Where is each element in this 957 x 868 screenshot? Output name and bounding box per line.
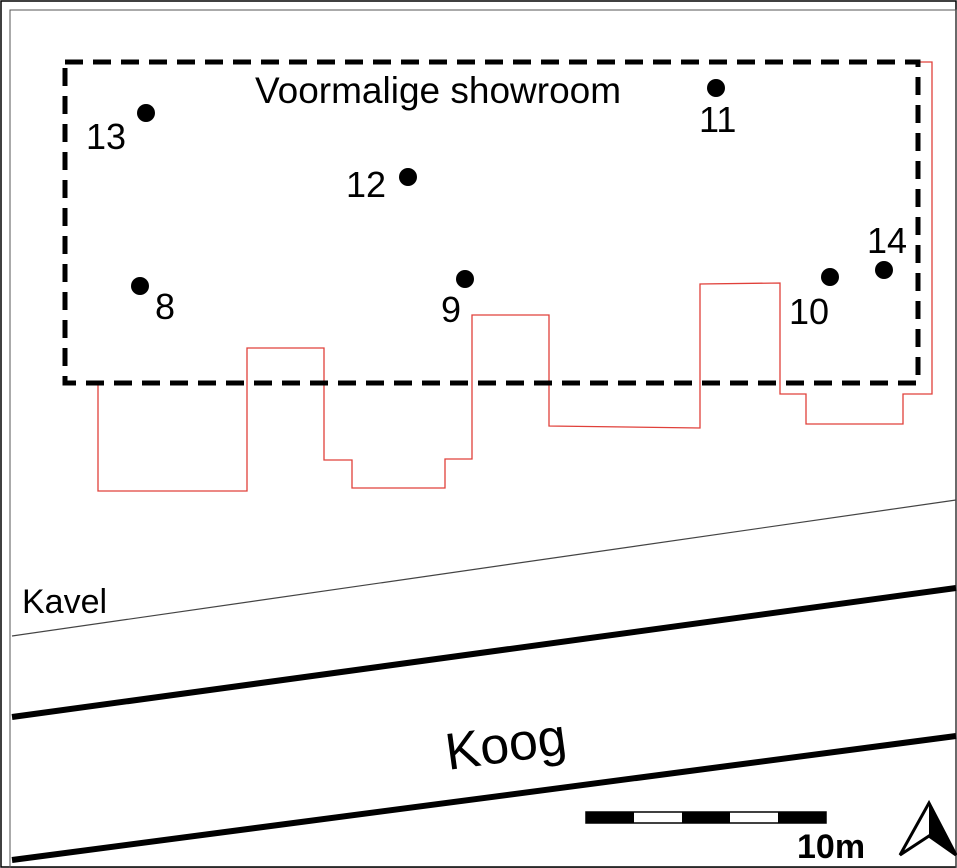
borehole-12[interactable]: 12 <box>346 164 417 205</box>
borehole-label: 13 <box>86 116 126 157</box>
scale-bar-segment <box>682 812 730 823</box>
borehole-11[interactable]: 11 <box>699 79 736 140</box>
building-label: Voormalige showroom <box>255 70 621 111</box>
borehole-14[interactable]: 14 <box>867 220 907 279</box>
borehole-13[interactable]: 13 <box>86 104 155 157</box>
borehole-10[interactable]: 10 <box>789 268 839 332</box>
borehole-label: 14 <box>867 220 907 261</box>
borehole-marker[interactable] <box>456 270 474 288</box>
borehole-marker[interactable] <box>131 277 149 295</box>
borehole-marker[interactable] <box>821 268 839 286</box>
borehole-label: 9 <box>441 289 461 330</box>
map-inner-frame <box>9 9 957 868</box>
borehole-label: 10 <box>789 291 829 332</box>
borehole-marker[interactable] <box>875 261 893 279</box>
borehole-9[interactable]: 9 <box>441 270 474 330</box>
borehole-label: 11 <box>699 99 736 140</box>
plot-label: Kavel <box>22 583 107 621</box>
borehole-marker[interactable] <box>707 79 725 97</box>
borehole-8[interactable]: 8 <box>131 277 175 327</box>
scale-bar-segment <box>778 812 826 823</box>
plot-boundary-line <box>11 499 957 637</box>
north-arrow-fill <box>929 803 956 855</box>
borehole-label: 8 <box>155 286 175 327</box>
street-edge-south <box>11 733 957 863</box>
scale-bar: 10m <box>585 811 865 866</box>
former-showroom-outline <box>62 59 921 386</box>
excavation-outline <box>97 61 933 492</box>
borehole-marker[interactable] <box>137 104 155 122</box>
scale-bar-segment <box>586 812 634 823</box>
street-edge-north <box>11 585 957 720</box>
scale-label: 10m <box>797 828 865 866</box>
borehole-marker[interactable] <box>399 168 417 186</box>
north-arrow-icon <box>898 799 957 857</box>
borehole-label: 12 <box>346 164 386 205</box>
